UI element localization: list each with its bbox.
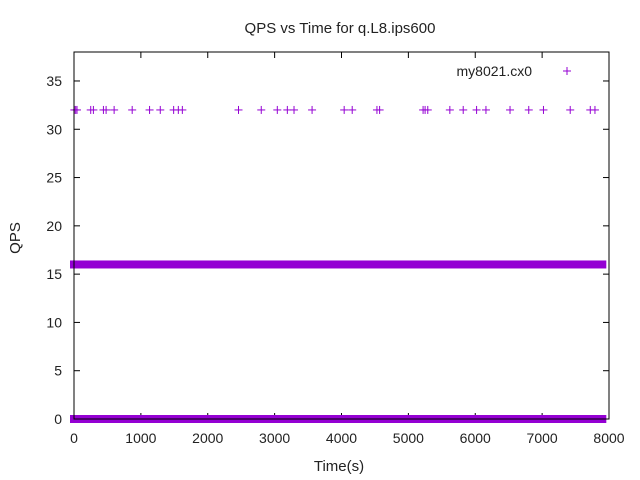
data-point [445,105,454,114]
data-point [590,105,599,114]
qps-band-y16 [70,260,607,269]
data-point [423,105,432,114]
data-point [308,105,317,114]
data-point [375,105,384,114]
data-point [340,105,349,114]
data-point [178,105,187,114]
x-tick-label: 8000 [593,430,624,446]
data-point [506,105,515,114]
data-point [290,105,299,114]
data-point [89,105,98,114]
legend: my8021.cx0 [457,63,571,79]
y-axis-label: QPS [7,222,24,254]
y-tick-label: 15 [46,266,62,282]
x-tick-label: 2000 [192,430,223,446]
data-point [156,105,165,114]
data-point [128,105,137,114]
data-point [566,105,575,114]
data-point [110,105,119,114]
y-tick-label: 5 [54,363,62,379]
y-tick-label: 0 [54,411,62,427]
x-tick-label: 5000 [393,430,424,446]
x-tick-label: 3000 [259,430,290,446]
legend-marker [563,67,571,75]
x-tick-label: 1000 [125,430,156,446]
x-tick-label: 6000 [460,430,491,446]
data-point [234,105,243,114]
data-point [348,105,357,114]
x-tick-label: 7000 [527,430,558,446]
data-point [145,105,154,114]
data-point [481,105,490,114]
data-point [273,105,282,114]
data-point [283,105,292,114]
y-tick-label: 10 [46,314,62,330]
plot-frame [73,51,610,420]
y-tick-label: 20 [46,218,62,234]
data-bands [70,260,607,423]
data-point [539,105,548,114]
data-point [459,105,468,114]
axes: 0 1000 2000 3000 4000 5000 6000 7000 8000 0 5 10 15 2… [46,52,625,446]
data-point [102,105,111,114]
data-point [257,105,266,114]
x-tick-label: 0 [70,430,78,446]
chart-title: QPS vs Time for q.L8.ips600 [245,20,436,37]
y-tick-label: 30 [46,121,62,137]
legend-label: my8021.cx0 [457,63,533,79]
data-point [472,105,481,114]
y-tick-label: 35 [46,73,62,89]
y-tick-label: 25 [46,170,62,186]
x-tick-label: 4000 [326,430,357,446]
data-point [524,105,533,114]
data-points [70,105,599,114]
x-axis-label: Time(s) [314,458,364,475]
legend-marker-symbol [563,67,571,75]
